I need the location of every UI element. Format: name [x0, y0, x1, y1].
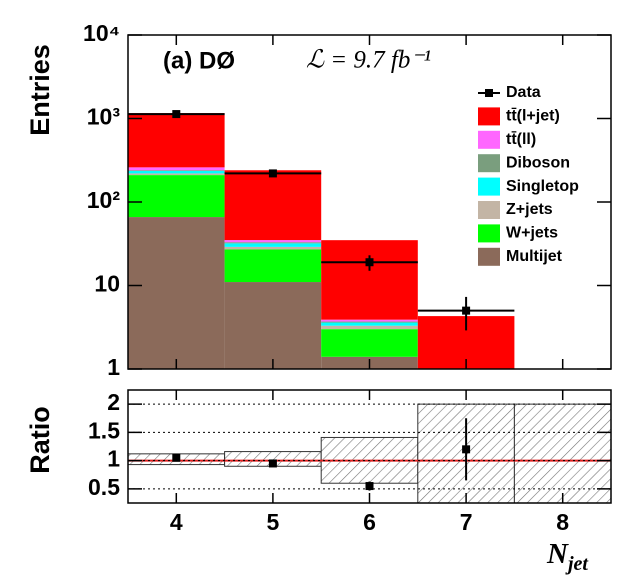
stack-segment: [321, 319, 418, 322]
data-point: [172, 110, 181, 119]
luminosity: ℒ = 9.7 fb⁻¹: [306, 47, 431, 74]
stack-segment: [321, 325, 418, 330]
legend-label: Data: [506, 84, 541, 101]
data-point: [365, 258, 374, 267]
plot-frame: [127, 34, 612, 370]
x-axis-label: Njet: [546, 538, 589, 575]
legend-swatch: [478, 130, 500, 149]
stack-segment: [321, 240, 418, 320]
ratio-point: [172, 453, 181, 462]
stack-segment: [224, 242, 322, 244]
legend-swatch: [478, 154, 500, 173]
stack-segment: [128, 170, 225, 172]
ratio-point: [365, 482, 374, 491]
y-tick-label: 1.5: [88, 417, 120, 443]
legend-swatch: [478, 107, 500, 126]
ratio-point: [462, 445, 471, 454]
legend-swatch: [478, 201, 500, 219]
stack-segment: [224, 170, 322, 241]
stack: [128, 113, 515, 369]
x-tick-label: 5: [267, 509, 280, 535]
legend-swatch: [478, 247, 500, 266]
stack-segment: [224, 249, 322, 283]
stack-segment: [128, 217, 225, 369]
stack-segment: [128, 167, 225, 171]
y-tick-label: 1: [107, 446, 120, 472]
legend-label: W+jets: [506, 225, 558, 242]
stack-segment: [321, 329, 418, 357]
data-point: [268, 169, 277, 178]
x-tick-label: 8: [556, 509, 569, 535]
y-tick-label: 10⁴: [83, 20, 120, 46]
x-tick-label: 6: [363, 509, 376, 535]
plot-frame: [127, 389, 612, 504]
legend-marker: [485, 89, 493, 97]
x-axis-label-sub: jet: [565, 553, 589, 575]
stack-segment: [321, 321, 418, 323]
legend-label: Singletop: [506, 178, 579, 195]
ratio-point: [268, 459, 277, 468]
stack-segment: [224, 282, 322, 369]
legend-label: tt̄(ll): [506, 130, 536, 148]
legend-label: Multijet: [506, 248, 563, 265]
x-tick-label: 4: [170, 509, 183, 535]
stack-segment: [321, 322, 418, 326]
y-tick-label: 10²: [87, 187, 121, 213]
legend-label: Z+jets: [506, 201, 553, 218]
uncertainty-band: [513, 403, 611, 503]
y-tick-label: 0.5: [88, 474, 120, 500]
data-point: [462, 306, 471, 315]
y-tick-label: 10: [94, 271, 120, 297]
stack-segment: [224, 246, 322, 250]
y-tick-label: 2: [107, 389, 120, 415]
stack-segment: [128, 175, 225, 218]
legend-swatch: [478, 224, 500, 243]
stack-segment: [128, 173, 225, 176]
legend-swatch: [478, 177, 500, 196]
stack-segment: [128, 171, 225, 174]
x-tick-label: 7: [460, 509, 473, 535]
y-axis-label: Ratio: [25, 406, 55, 474]
x-axis-label-main: N: [546, 538, 569, 570]
stack-segment: [128, 113, 225, 168]
legend-label: tt̄(l+jet): [506, 106, 560, 124]
ratio-panel: 0.51 1.52 4 5 6 7 8: [88, 389, 612, 535]
stack-segment: [224, 240, 322, 243]
y-tick-label: 10³: [87, 104, 121, 130]
y-tick-label: 1: [107, 354, 120, 380]
y-axis-label: Entries: [25, 44, 55, 136]
annotation: (a) DØ: [163, 47, 235, 74]
main-panel: Data tt̄(l+jet) tt̄(ll) Diboson Singletop Z+j…: [83, 20, 612, 380]
legend-label: Diboson: [506, 154, 570, 171]
stack-segment: [224, 243, 322, 247]
